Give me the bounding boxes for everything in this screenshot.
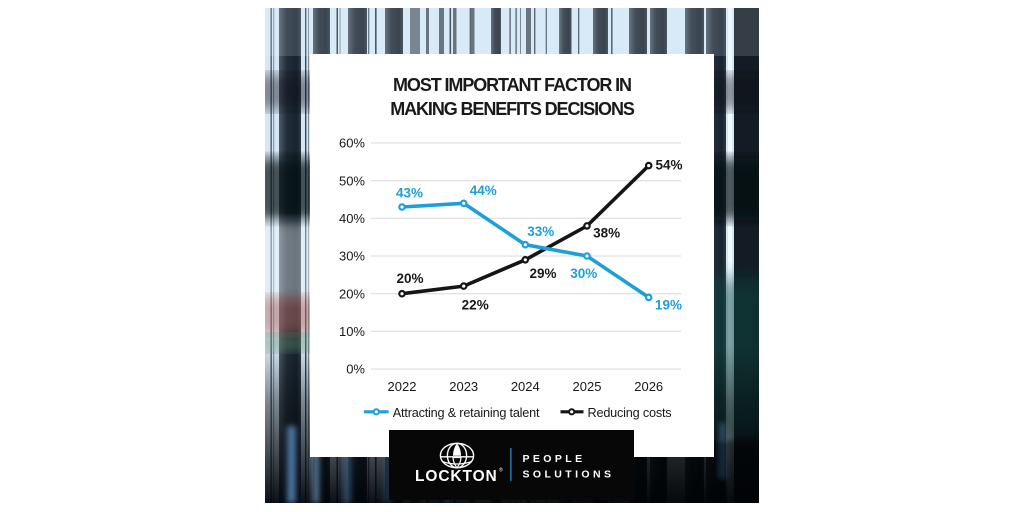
- svg-text:10%: 10%: [339, 324, 365, 339]
- svg-text:38%: 38%: [593, 226, 620, 241]
- svg-text:22%: 22%: [462, 298, 489, 313]
- svg-text:44%: 44%: [470, 183, 497, 198]
- svg-text:LOCKTON: LOCKTON: [415, 468, 498, 485]
- svg-text:PEOPLE: PEOPLE: [523, 453, 586, 465]
- svg-text:33%: 33%: [527, 224, 554, 239]
- svg-text:2022: 2022: [388, 379, 417, 394]
- svg-text:30%: 30%: [570, 266, 597, 281]
- svg-text:29%: 29%: [529, 266, 556, 281]
- svg-text:Reducing costs: Reducing costs: [588, 406, 672, 420]
- svg-text:0%: 0%: [346, 362, 365, 377]
- svg-text:2026: 2026: [634, 379, 663, 394]
- svg-text:43%: 43%: [396, 185, 423, 200]
- svg-text:20%: 20%: [339, 286, 365, 301]
- svg-text:60%: 60%: [339, 136, 365, 151]
- svg-text:SOLUTIONS: SOLUTIONS: [523, 469, 615, 481]
- svg-text:2024: 2024: [511, 379, 540, 394]
- svg-text:54%: 54%: [655, 157, 682, 172]
- svg-text:Attracting & retaining talent: Attracting & retaining talent: [393, 406, 540, 420]
- svg-text:19%: 19%: [655, 297, 682, 312]
- svg-text:®: ®: [499, 467, 503, 474]
- svg-text:2025: 2025: [573, 379, 602, 394]
- svg-text:2023: 2023: [449, 379, 478, 394]
- svg-text:30%: 30%: [339, 249, 365, 264]
- svg-text:20%: 20%: [396, 271, 423, 286]
- svg-text:40%: 40%: [339, 211, 365, 226]
- svg-text:50%: 50%: [339, 173, 365, 188]
